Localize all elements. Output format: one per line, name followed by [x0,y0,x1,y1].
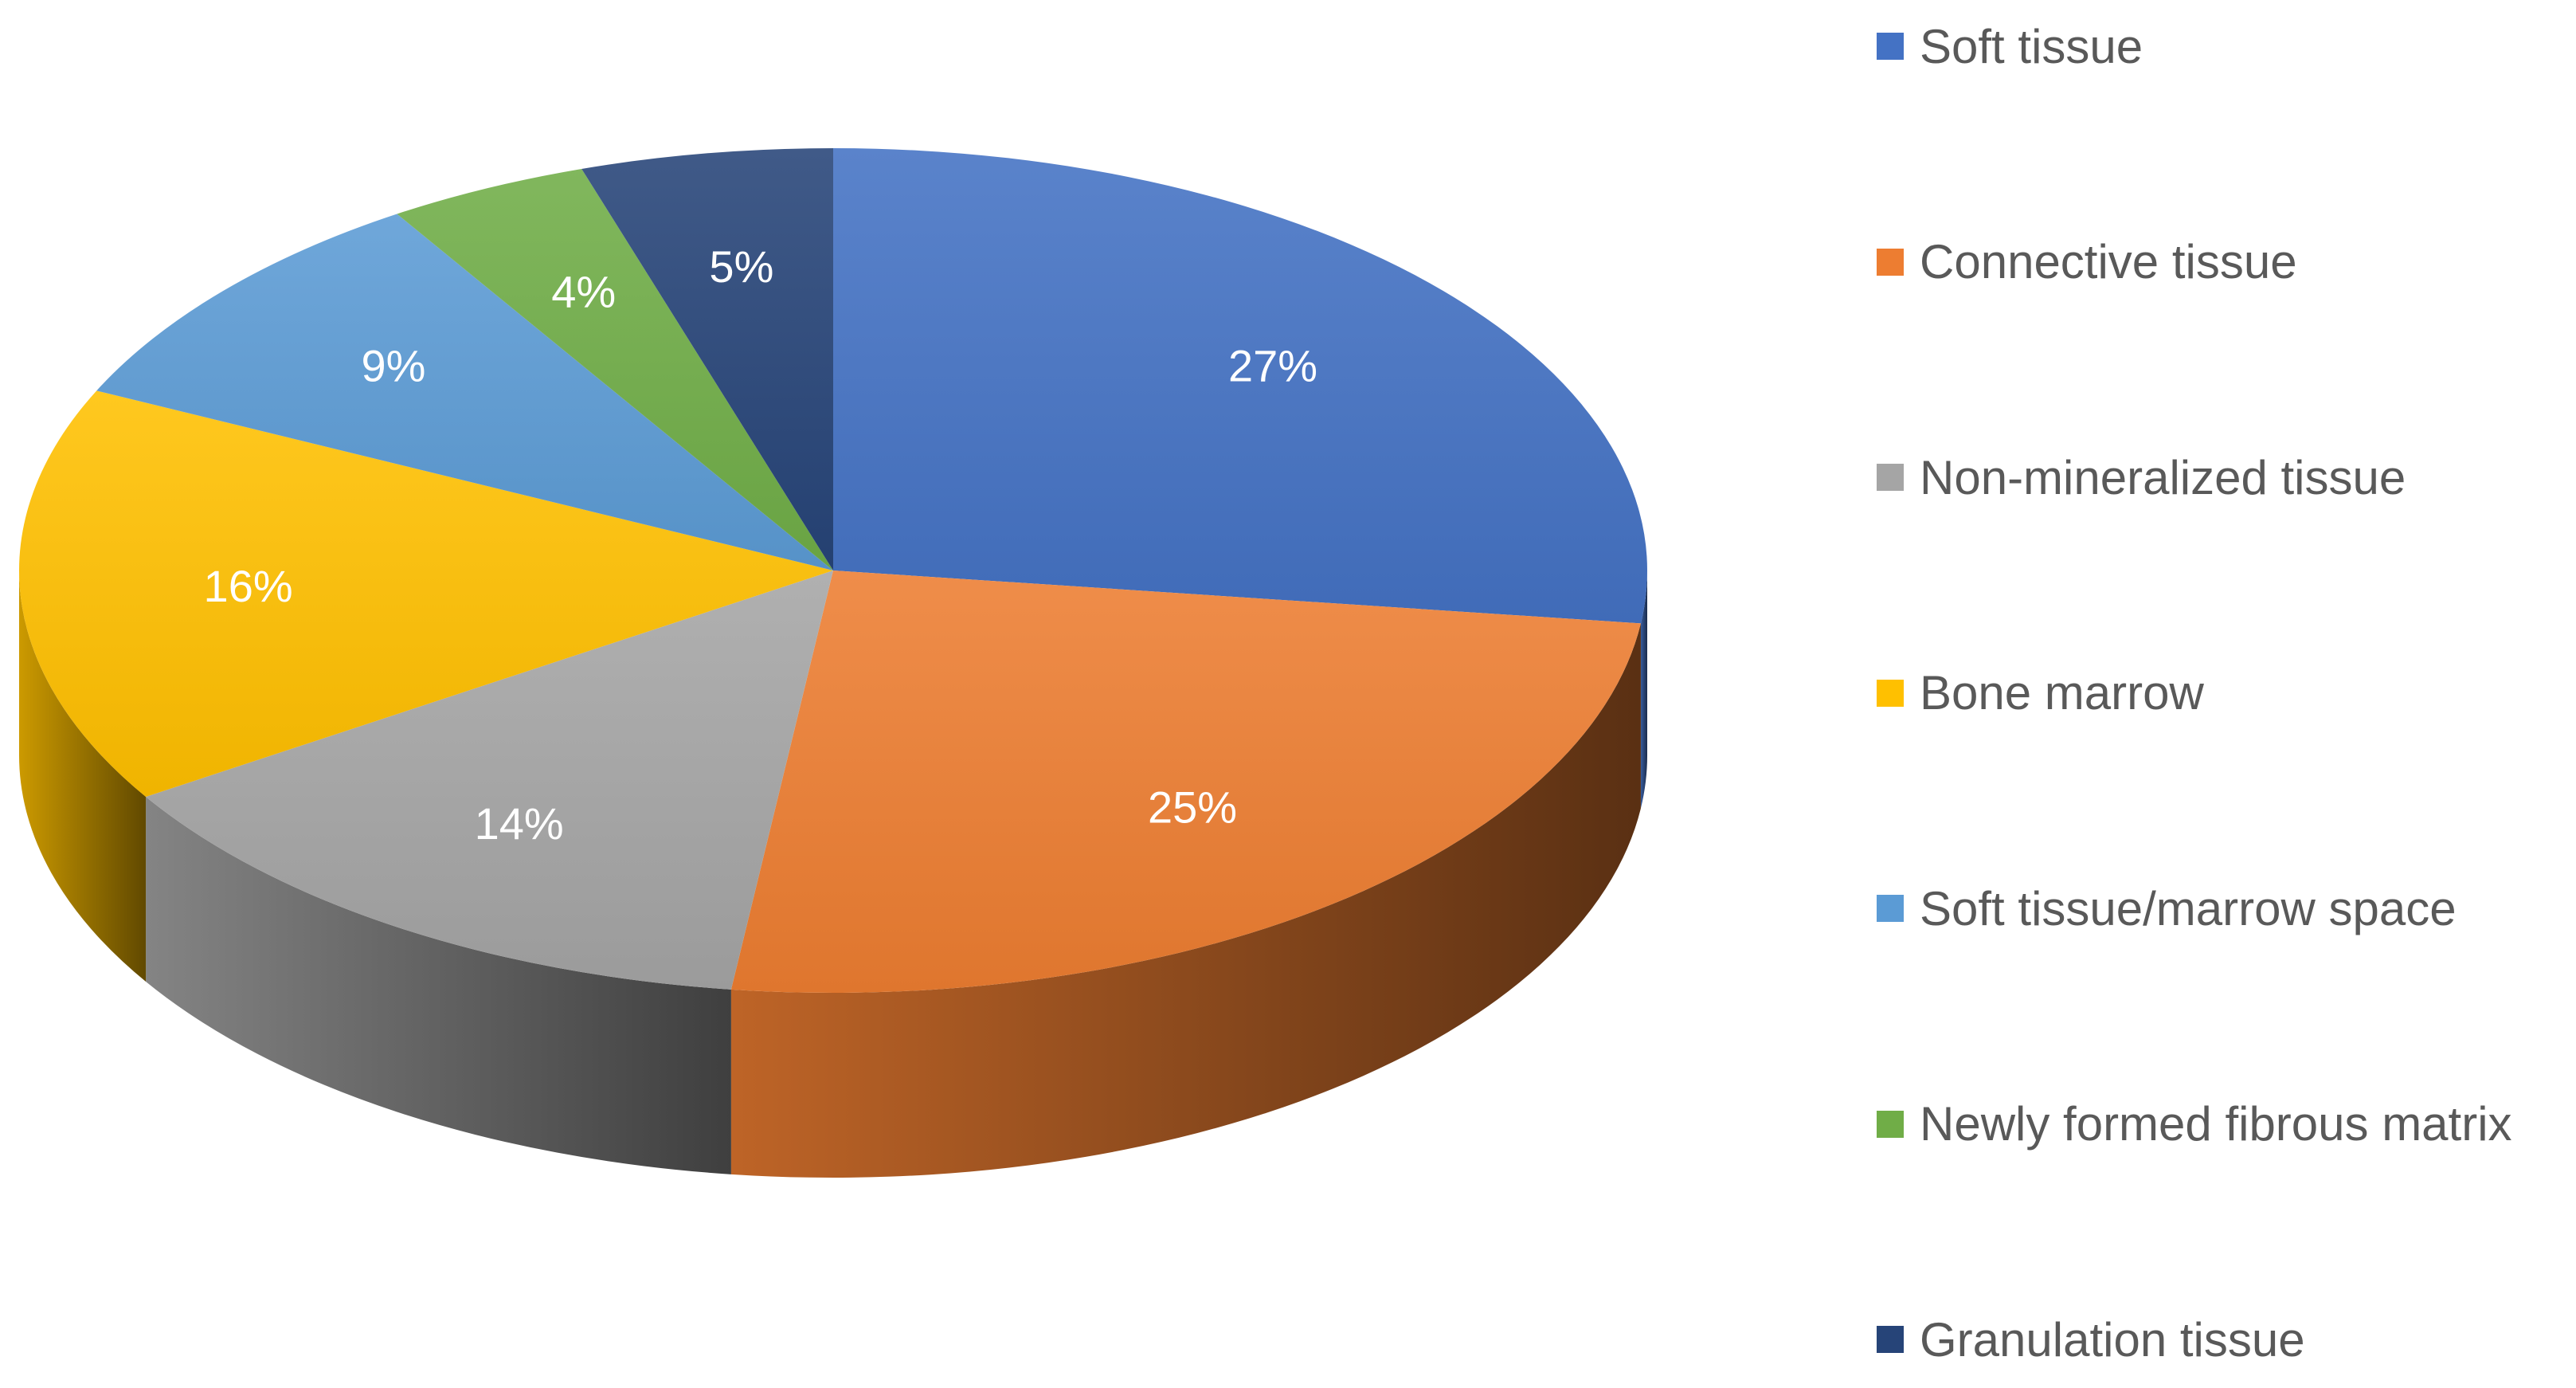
pie-side-soft-tissue [1640,570,1647,809]
pie-slices [18,148,1647,994]
legend-item-connective-tissue: Connective tissue [1877,230,2297,294]
pie-chart: 27% 25% 14% 16% 9% 4% 5% [18,148,1647,1178]
legend-swatch [1877,895,1904,922]
pie-side-bone-marrow [19,570,147,982]
legend-label: Newly formed fibrous matrix [1920,1097,2512,1151]
pie-side-connective-tissue [730,623,1641,1178]
data-label-soft-tissue-marrow-space: 9% [362,340,426,390]
data-label-newly-formed-fibrous-matrix: 4% [551,266,616,316]
legend-label: Soft tissue [1920,19,2143,73]
legend-swatch [1877,1326,1904,1353]
pie-data-labels: 27% 25% 14% 16% 9% 4% 5% [204,241,1317,849]
legend-item-bone-marrow: Bone marrow [1877,661,2204,725]
data-label-non-mineralized-tissue: 14% [475,798,564,849]
pie-slice-soft-tissue-marrow-space [96,214,834,570]
legend-label: Bone marrow [1920,666,2204,719]
legend-item-granulation-tissue: Granulation tissue [1877,1308,2305,1371]
pie-slice-connective-tissue [730,570,1641,994]
legend-label: Connective tissue [1920,235,2297,288]
pie-side-non-mineralized-tissue [146,796,731,1174]
data-label-granulation-tissue: 5% [709,241,773,292]
pie-slice-newly-formed-fibrous-matrix [397,168,833,570]
legend-label: Non-mineralized tissue [1920,450,2406,504]
pie-slice-granulation-tissue [581,148,833,570]
legend-swatch [1877,679,1904,707]
data-label-bone-marrow: 16% [204,561,293,611]
legend-swatch [1877,1110,1904,1138]
pie-slice-soft-tissue [833,148,1647,624]
legend-item-newly-formed-fibrous-matrix: Newly formed fibrous matrix [1877,1092,2512,1156]
legend-swatch [1877,464,1904,491]
legend-item-non-mineralized-tissue: Non-mineralized tissue [1877,445,2406,509]
data-label-connective-tissue: 25% [1148,782,1237,832]
legend-swatch [1877,248,1904,276]
legend-label: Granulation tissue [1920,1312,2305,1366]
data-label-soft-tissue: 27% [1228,340,1317,390]
legend-label: Soft tissue/marrow space [1920,881,2457,935]
legend-swatch [1877,33,1904,60]
pie-slice-non-mineralized-tissue [146,570,833,990]
pie-side-walls [19,570,1647,1178]
legend-item-soft-tissue: Soft tissue [1877,14,2143,78]
pie-slice-bone-marrow [18,390,833,797]
legend-item-soft-tissue-marrow-space: Soft tissue/marrow space [1877,876,2457,940]
